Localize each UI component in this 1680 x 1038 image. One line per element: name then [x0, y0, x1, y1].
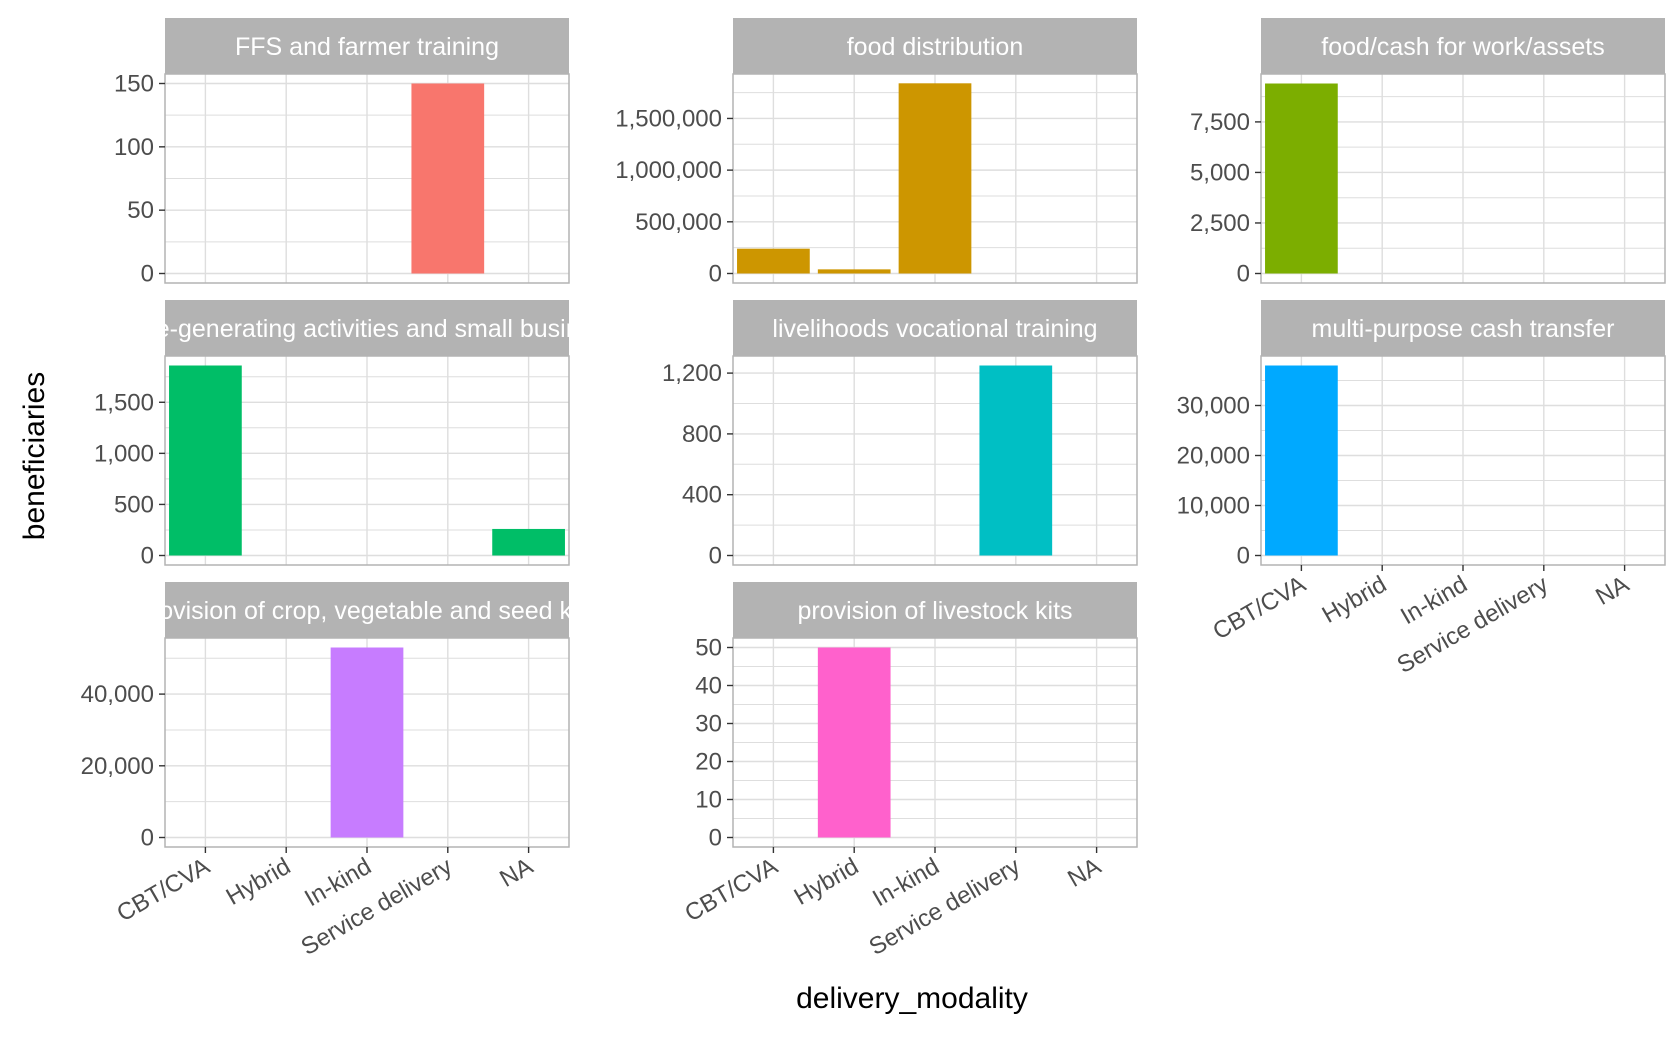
facet-title: livelihoods vocational training	[772, 315, 1097, 343]
bar	[737, 248, 810, 274]
x-tick-label: Hybrid	[790, 853, 864, 911]
y-tick-label: 40	[695, 673, 722, 700]
bar	[169, 365, 242, 556]
y-tick-label: 0	[141, 825, 154, 852]
y-tick-label: 0	[709, 825, 722, 852]
y-tick-label: 20,000	[1177, 443, 1250, 470]
facet-panel: provision of livestock kits 0 10 20 30 40 50 CB…	[680, 582, 1138, 961]
bar	[817, 647, 891, 838]
bar	[492, 528, 565, 556]
y-tick-label: 0	[141, 543, 154, 570]
bar	[1265, 365, 1338, 556]
bar	[1265, 83, 1338, 274]
x-tick-label: CBT/CVA	[1208, 571, 1310, 645]
y-tick-label: 40,000	[81, 681, 154, 708]
panel-border	[1260, 73, 1666, 284]
y-axis-title: beneficiaries	[18, 372, 51, 540]
facet-strip	[733, 18, 1137, 74]
y-tick-label: 50	[695, 635, 722, 662]
facet-panel: livelihoods vocational training 0 400 800 1,…	[662, 300, 1138, 570]
x-axis-title: delivery_modality	[796, 982, 1028, 1015]
facet-title: multi-purpose cash transfer	[1312, 315, 1615, 343]
x-tick-label: Hybrid	[1318, 571, 1392, 629]
y-tick-label: 800	[682, 421, 722, 448]
y-tick-label: 10,000	[1177, 493, 1250, 520]
x-tick-label: NA	[1591, 571, 1633, 611]
y-tick-label: 0	[141, 261, 154, 288]
y-tick-label: 0	[709, 543, 722, 570]
facet-panel: income-generating activities and small b…	[89, 300, 645, 570]
y-tick-label: 1,000,000	[615, 157, 722, 184]
panel-border	[164, 73, 570, 284]
y-tick-label: 7,500	[1190, 109, 1250, 136]
y-tick-label: 0	[709, 260, 722, 287]
facet-strip	[733, 300, 1137, 356]
facet-strip	[165, 582, 569, 638]
bar	[411, 83, 485, 274]
y-tick-label: 500	[114, 491, 154, 518]
panel-border	[732, 73, 1138, 284]
y-tick-label: 20,000	[81, 753, 154, 780]
facet-strip	[165, 300, 569, 356]
y-tick-label: 0	[1237, 543, 1250, 570]
facet-strip	[165, 18, 569, 74]
facet-title: provision of crop, vegetable and seed ki…	[137, 597, 597, 625]
facet-title: income-generating activities and small b…	[89, 315, 645, 343]
y-tick-label: 10	[695, 787, 722, 814]
facet-panel: provision of crop, vegetable and seed ki…	[81, 582, 597, 961]
facet-strip	[1261, 18, 1665, 74]
bar	[817, 269, 891, 274]
y-tick-label: 1,200	[662, 360, 722, 387]
x-tick-label: NA	[495, 853, 537, 893]
panel-border	[164, 355, 570, 566]
y-tick-label: 0	[1237, 261, 1250, 288]
bar	[898, 83, 972, 274]
facet-strip	[1261, 300, 1665, 356]
facet-panel: food distribution 0 500,000 1,000,000 1,500,…	[615, 18, 1138, 287]
facet-panel: multi-purpose cash transfer 0 10,000 20,000…	[1177, 300, 1666, 679]
facet-panel: FFS and farmer training 0 50 100 150	[114, 18, 570, 288]
y-tick-label: 5,000	[1190, 159, 1250, 186]
y-tick-label: 1,000	[94, 440, 154, 467]
facet-title: food/cash for work/assets	[1321, 33, 1604, 61]
y-tick-label: 100	[114, 134, 154, 161]
panel-border	[732, 355, 1138, 566]
y-tick-label: 20	[695, 749, 722, 776]
y-tick-label: 30,000	[1177, 393, 1250, 420]
x-tick-label: CBT/CVA	[112, 853, 214, 927]
facet-title: FFS and farmer training	[235, 33, 499, 61]
y-tick-label: 150	[114, 71, 154, 98]
facet-strip	[733, 582, 1137, 638]
bar	[330, 647, 404, 838]
bar	[979, 365, 1053, 556]
y-tick-label: 1,500	[94, 389, 154, 416]
y-tick-label: 1,500,000	[615, 105, 722, 132]
facet-title: food distribution	[847, 33, 1024, 61]
x-tick-label: NA	[1063, 853, 1105, 893]
facet-panel: food/cash for work/assets 0 2,500 5,000 7,50…	[1190, 18, 1666, 288]
y-tick-label: 30	[695, 711, 722, 738]
x-tick-label: Hybrid	[222, 853, 296, 911]
y-tick-label: 50	[127, 197, 154, 224]
y-tick-label: 2,500	[1190, 210, 1250, 237]
y-tick-label: 500,000	[635, 209, 722, 236]
x-tick-label: CBT/CVA	[680, 853, 782, 927]
y-tick-label: 400	[682, 482, 722, 509]
facet-title: provision of livestock kits	[797, 597, 1072, 625]
